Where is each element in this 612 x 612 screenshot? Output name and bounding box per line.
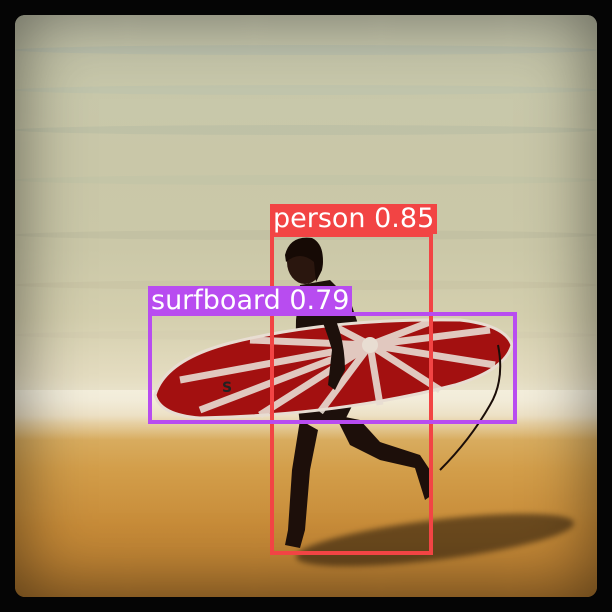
surfer-front-leg [335, 415, 432, 500]
surfer-hair [285, 237, 323, 282]
bbox-person [270, 233, 433, 555]
surfboard-leash [439, 344, 502, 471]
surfer-arm [315, 300, 345, 390]
label-person: person 0.85 [270, 204, 438, 234]
surfboard-logo: S [222, 380, 232, 396]
surfboard-graphic: S [153, 318, 514, 420]
surfer-back-leg [285, 420, 318, 548]
bbox-surfboard [148, 312, 517, 424]
label-surfboard: surfboard 0.79 [148, 286, 353, 316]
surfboard-center [362, 337, 378, 353]
